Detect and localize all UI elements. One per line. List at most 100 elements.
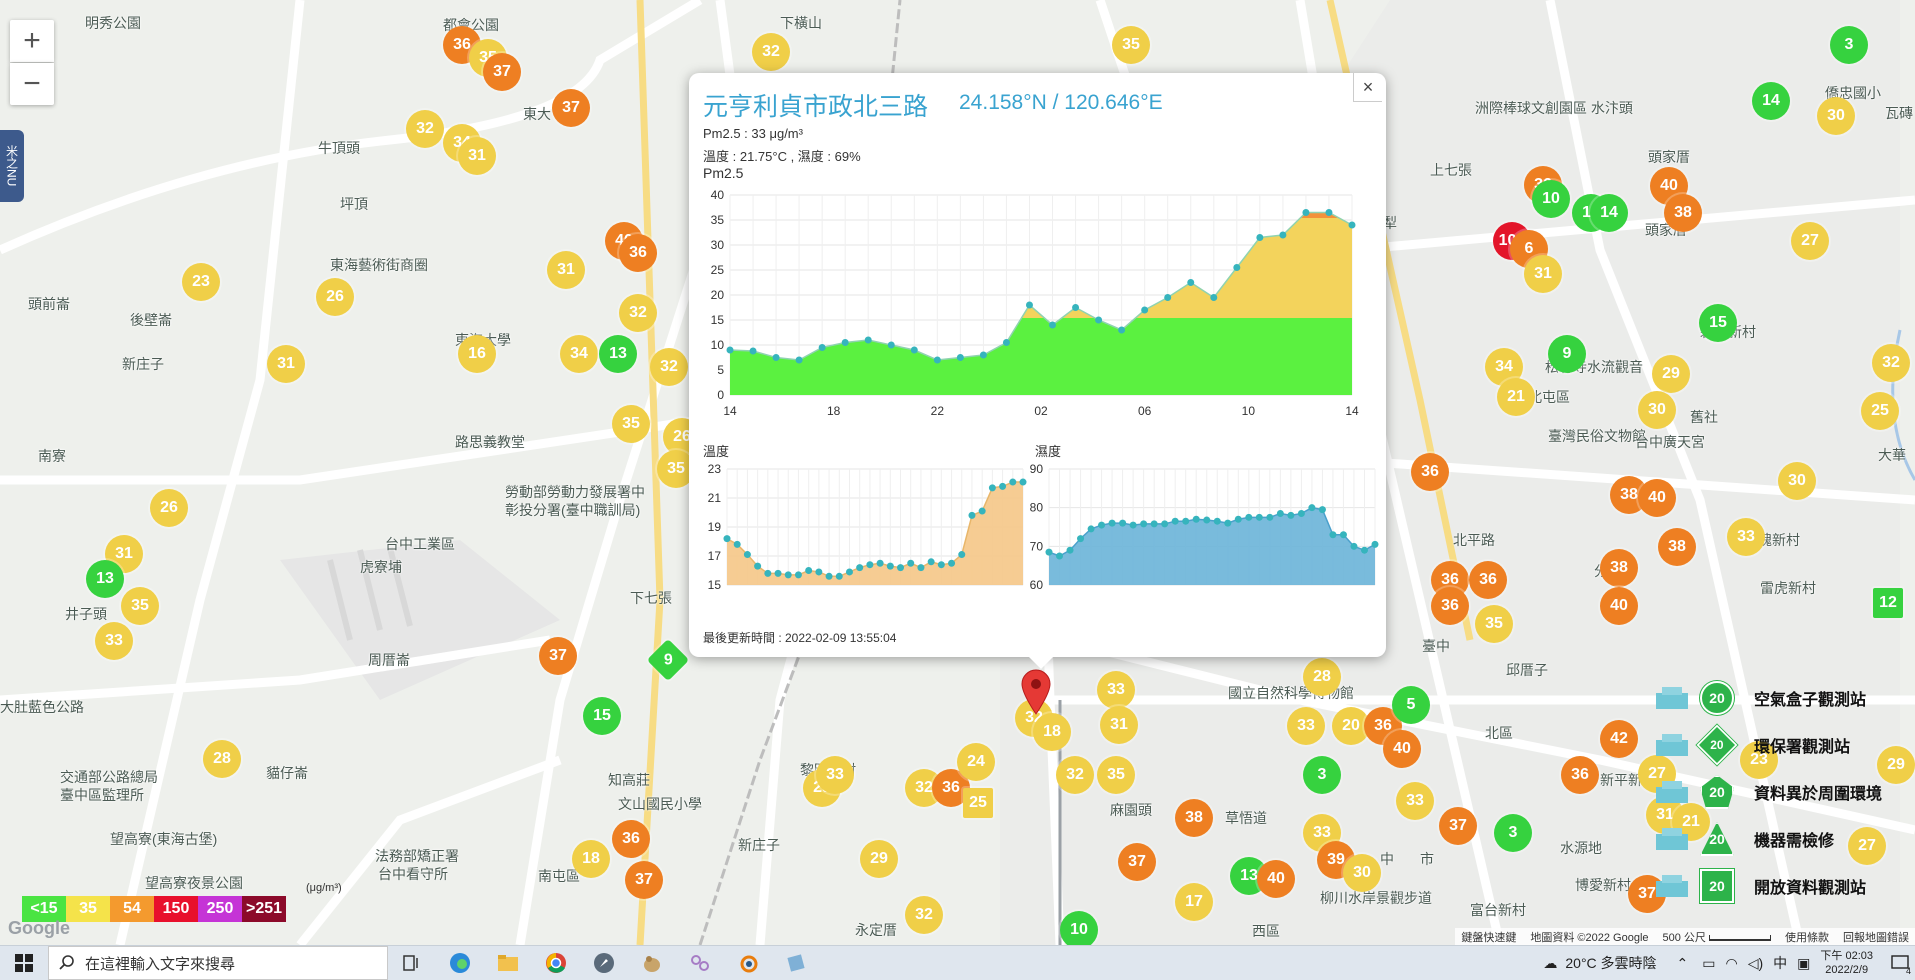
- airbox-station-marker[interactable]: 32: [1872, 344, 1910, 382]
- airbox-station-marker[interactable]: 18: [572, 840, 610, 878]
- airbox-station-marker[interactable]: 33: [816, 756, 854, 794]
- airbox-station-marker[interactable]: 36: [1469, 561, 1507, 599]
- airbox-station-marker[interactable]: 36: [619, 234, 657, 272]
- airbox-station-marker[interactable]: 31: [1100, 706, 1138, 744]
- open-data-station-marker[interactable]: 12: [1873, 588, 1903, 618]
- task-view-icon[interactable]: [388, 946, 436, 980]
- airbox-station-marker[interactable]: 14: [1752, 82, 1790, 120]
- location-pin-icon[interactable]: [1020, 668, 1052, 716]
- file-explorer-icon[interactable]: [484, 946, 532, 980]
- battery-icon[interactable]: ▭: [1702, 954, 1716, 971]
- airbox-station-marker[interactable]: 32: [752, 33, 790, 71]
- zoom-in-button[interactable]: +: [10, 20, 54, 62]
- airbox-station-marker[interactable]: 27: [1638, 755, 1676, 793]
- keyboard-shortcuts-link[interactable]: 鍵盤快速鍵: [1461, 931, 1517, 944]
- airbox-station-marker[interactable]: 40: [1600, 587, 1638, 625]
- weather-icon[interactable]: ☁: [1543, 954, 1558, 971]
- map-canvas[interactable]: 明秀公園都會公園下橫山牛頂頭坪頂東大頭前崙後壁崙新庄子東海藝術街商圈東海大學路思…: [0, 0, 1915, 945]
- keyboard-icon[interactable]: ▣: [1797, 954, 1811, 971]
- airbox-station-marker[interactable]: 38: [1664, 194, 1702, 232]
- airbox-station-marker[interactable]: 33: [1097, 671, 1135, 709]
- airbox-station-marker[interactable]: 35: [657, 450, 695, 488]
- map-scale[interactable]: 500 公尺: [1663, 929, 1771, 945]
- airbox-station-marker[interactable]: 32: [1056, 756, 1094, 794]
- airbox-station-marker[interactable]: 28: [1303, 658, 1341, 696]
- airbox-station-marker[interactable]: 38: [1600, 549, 1638, 587]
- volume-icon[interactable]: ◁): [1747, 954, 1764, 971]
- open-data-station-marker[interactable]: 25: [963, 788, 993, 818]
- airbox-station-marker[interactable]: 38: [1175, 799, 1213, 837]
- close-button[interactable]: ×: [1353, 73, 1382, 102]
- airbox-station-marker[interactable]: 36: [1431, 587, 1469, 625]
- airbox-station-marker[interactable]: 24: [957, 743, 995, 781]
- airbox-station-marker[interactable]: 32: [406, 110, 444, 148]
- airbox-station-marker[interactable]: 35: [121, 587, 159, 625]
- app-icon-files[interactable]: [772, 946, 820, 980]
- airbox-station-marker[interactable]: 26: [316, 278, 354, 316]
- airbox-station-marker[interactable]: 29: [860, 840, 898, 878]
- airbox-station-marker[interactable]: 37: [483, 53, 521, 91]
- airbox-station-marker[interactable]: 32: [619, 294, 657, 332]
- airbox-station-marker[interactable]: 30: [1778, 462, 1816, 500]
- airbox-station-marker[interactable]: 36: [1561, 756, 1599, 794]
- airbox-station-marker[interactable]: 13: [86, 560, 124, 598]
- airbox-station-marker[interactable]: 27: [1791, 222, 1829, 260]
- airbox-station-marker[interactable]: 32: [905, 896, 943, 934]
- airbox-station-marker[interactable]: 28: [203, 740, 241, 778]
- airbox-station-marker[interactable]: 33: [95, 622, 133, 660]
- airbox-station-marker[interactable]: 31: [458, 137, 496, 175]
- airbox-station-marker[interactable]: 32: [650, 348, 688, 386]
- airbox-station-marker[interactable]: 40: [1383, 730, 1421, 768]
- airbox-station-marker[interactable]: 29: [1652, 355, 1690, 393]
- airbox-station-marker[interactable]: 9: [1548, 335, 1586, 373]
- app-icon-network[interactable]: [676, 946, 724, 980]
- airbox-station-marker[interactable]: 40: [1257, 860, 1295, 898]
- airbox-station-marker[interactable]: 23: [1740, 741, 1778, 779]
- edge-browser-icon[interactable]: [436, 946, 484, 980]
- weather-text[interactable]: 20°C 多雲時陰: [1565, 955, 1657, 971]
- airbox-station-marker[interactable]: 35: [1097, 756, 1135, 794]
- airbox-station-marker[interactable]: 14: [1590, 194, 1628, 232]
- airbox-station-marker[interactable]: 29: [1877, 746, 1915, 784]
- terms-link[interactable]: 使用條款: [1785, 931, 1829, 944]
- app-icon-animal[interactable]: [628, 946, 676, 980]
- zoom-out-button[interactable]: −: [10, 63, 54, 105]
- airbox-station-marker[interactable]: 17: [1175, 883, 1213, 921]
- clock[interactable]: 下午 02:03 2022/2/9: [1820, 949, 1873, 977]
- airbox-station-marker[interactable]: 30: [1343, 854, 1381, 892]
- airbox-station-marker[interactable]: 31: [547, 251, 585, 289]
- google-logo[interactable]: Google: [8, 918, 70, 938]
- app-icon-compass[interactable]: [580, 946, 628, 980]
- airbox-station-marker[interactable]: 33: [1396, 782, 1434, 820]
- airbox-station-marker[interactable]: 18: [1033, 713, 1071, 751]
- airbox-station-marker[interactable]: 33: [1727, 518, 1765, 556]
- airbox-station-marker[interactable]: 40: [1638, 479, 1676, 517]
- airbox-station-marker[interactable]: 15: [1699, 304, 1737, 342]
- airbox-station-marker[interactable]: 36: [612, 820, 650, 858]
- notification-center-button[interactable]: 4: [1885, 946, 1915, 980]
- airbox-station-marker[interactable]: 37: [625, 861, 663, 899]
- airbox-station-marker[interactable]: 25: [1861, 392, 1899, 430]
- airbox-station-marker[interactable]: 13: [599, 335, 637, 373]
- start-button[interactable]: [0, 946, 48, 980]
- airbox-station-marker[interactable]: 16: [458, 335, 496, 373]
- airbox-station-marker[interactable]: 3: [1494, 814, 1532, 852]
- airbox-station-marker[interactable]: 31: [267, 345, 305, 383]
- wifi-icon[interactable]: ◠: [1725, 954, 1738, 971]
- airbox-station-marker[interactable]: 23: [182, 263, 220, 301]
- airbox-station-marker[interactable]: 10: [1060, 911, 1098, 945]
- report-error-link[interactable]: 回報地圖錯誤: [1843, 931, 1909, 944]
- airbox-station-marker[interactable]: 37: [539, 637, 577, 675]
- side-panel-tab[interactable]: 米之NU: [0, 130, 24, 202]
- airbox-station-marker[interactable]: 37: [1118, 843, 1156, 881]
- airbox-station-marker[interactable]: 15: [583, 697, 621, 735]
- airbox-station-marker[interactable]: 35: [1475, 605, 1513, 643]
- airbox-station-marker[interactable]: 5: [1392, 686, 1430, 724]
- taskbar-search-box[interactable]: 在這裡輸入文字來搜尋: [48, 946, 388, 980]
- airbox-station-marker[interactable]: 26: [150, 489, 188, 527]
- airbox-station-marker[interactable]: 30: [1817, 97, 1855, 135]
- airbox-station-marker[interactable]: 36: [1411, 453, 1449, 491]
- airbox-station-marker[interactable]: 37: [1439, 807, 1477, 845]
- airbox-station-marker[interactable]: 38: [1658, 528, 1696, 566]
- airbox-station-marker[interactable]: 37: [552, 89, 590, 127]
